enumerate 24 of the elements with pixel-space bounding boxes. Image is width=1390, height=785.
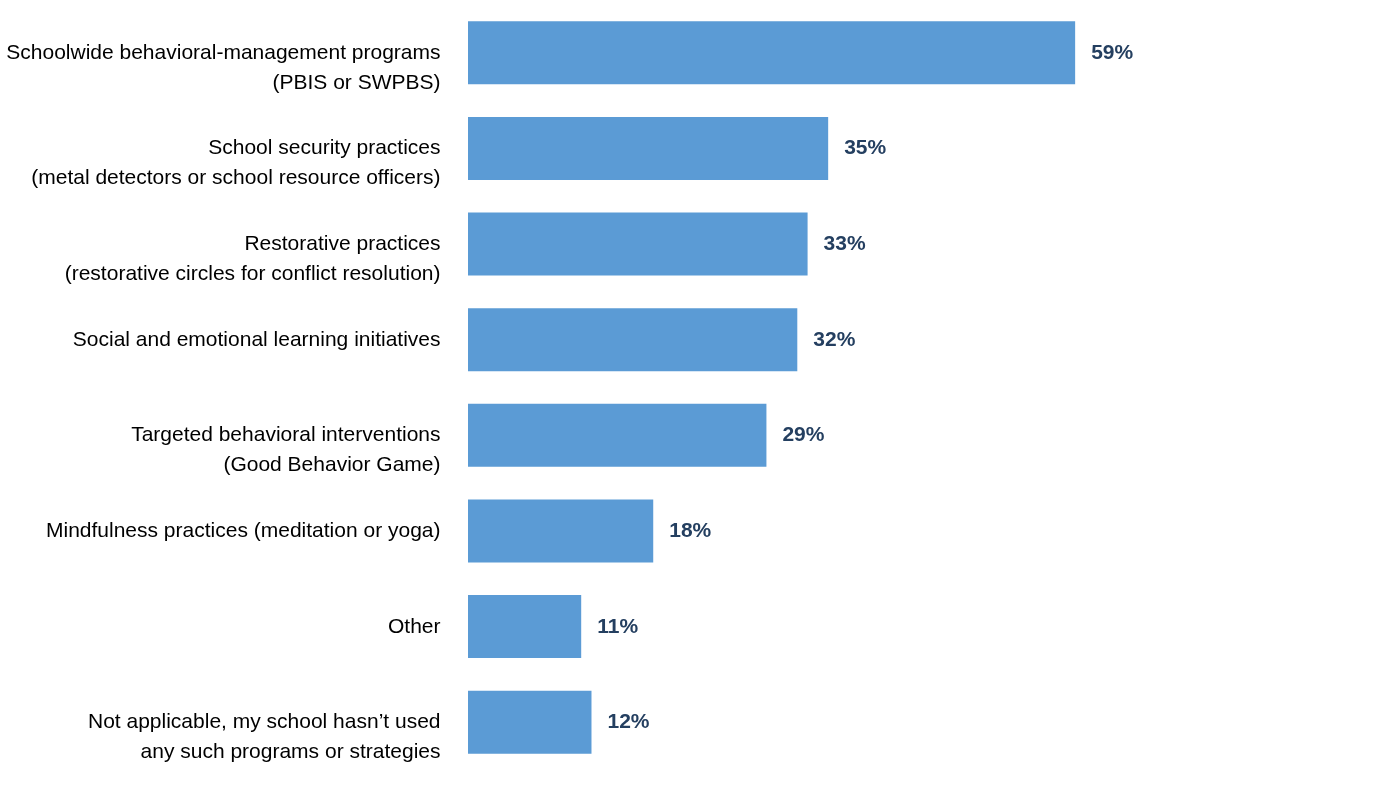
bar (468, 116, 829, 180)
data-label: 12% (607, 709, 650, 733)
y-tick-label: Not applicable, my school hasn’t used any such programs or strategies (87, 709, 441, 763)
y-tick-label: Restorative practices (restorative circles for conflict resolution) (64, 231, 441, 285)
bar (468, 499, 654, 563)
bar (468, 403, 767, 467)
bar (468, 595, 582, 659)
data-label: 59% (1091, 39, 1134, 63)
data-label: 35% (844, 135, 887, 159)
y-tick-label: Schoolwide behavioral-management programs (PBIS or SWPBS) (6, 39, 441, 93)
y-tick-label: Other (387, 613, 441, 637)
data-label: 33% (823, 231, 866, 255)
bar (468, 308, 798, 372)
data-label: 18% (669, 517, 712, 541)
data-label: 32% (813, 326, 856, 350)
y-tick-label: Targeted behavioral interventions (Good Behavior Game) (131, 422, 441, 476)
bar (468, 21, 1076, 85)
y-tick-label: School security practices (metal detectors or school resource officers) (31, 135, 441, 189)
bar (468, 212, 808, 276)
y-tick-label: Social and emotional learning initiatives (72, 326, 441, 350)
data-label: 11% (597, 613, 639, 637)
y-tick-label: Mindfulness practices (meditation or yoga) (45, 517, 441, 541)
bar (468, 690, 592, 754)
data-label: 29% (782, 422, 825, 446)
